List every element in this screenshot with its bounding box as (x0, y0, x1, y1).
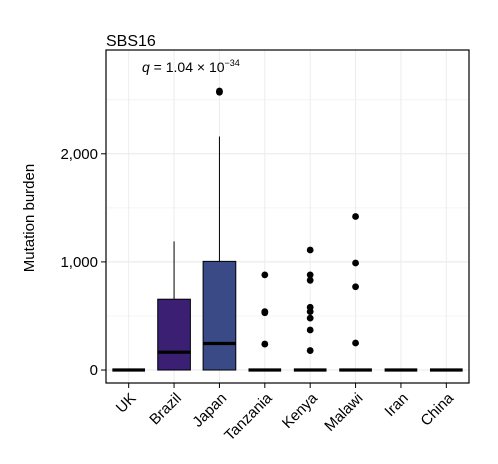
outlier-point (261, 340, 269, 348)
y-tick-label: 2,000 (60, 146, 98, 163)
outlier-point (352, 213, 359, 220)
box-kenya (293, 246, 327, 372)
chart-title: SBS16 (106, 33, 156, 50)
outlier-point (261, 271, 269, 279)
outlier-point (306, 347, 314, 354)
y-tick-label: 1,000 (60, 254, 98, 271)
q-value-annotation: q = 1.04 × 10−34 (142, 58, 240, 75)
q-value-text: = 1.04 × 10 (150, 59, 225, 75)
y-tick-label: 0 (90, 362, 98, 379)
outlier-point (306, 246, 314, 254)
box-malawi (339, 213, 372, 372)
outlier-point (306, 326, 314, 334)
x-tick-label-china: China (417, 389, 457, 429)
box-tanzania (248, 271, 282, 372)
grid-lines (106, 50, 469, 383)
outlier-point (352, 259, 359, 267)
outlier-point (261, 309, 269, 317)
box-iqr (157, 298, 191, 371)
x-tick-label-malawi: Malawi (321, 390, 366, 435)
box-japan (202, 87, 237, 371)
outlier-point (216, 87, 223, 95)
box-iqr (202, 260, 237, 371)
q-value-symbol: q (142, 59, 150, 75)
x-tick-label-brazil: Brazil (146, 390, 185, 429)
plot-panel (105, 49, 470, 384)
box-brazil (157, 241, 191, 371)
q-value-exponent: −34 (225, 58, 240, 68)
outlier-point (306, 314, 314, 322)
y-axis-title: Mutation burden (21, 164, 38, 272)
outlier-point (306, 271, 314, 279)
outlier-point (306, 276, 314, 284)
x-tick-label-iran: Iran (381, 390, 411, 420)
x-tick-label-kenya: Kenya (279, 389, 322, 432)
x-tick-label-tanzania: Tanzania (221, 389, 276, 444)
outlier-point (352, 283, 359, 291)
y-axis: 0 1,000 2,000 (60, 146, 106, 379)
outlier-point (352, 339, 359, 347)
boxes (112, 87, 463, 372)
outlier-point (306, 308, 314, 316)
x-tick-label-japan: Japan (189, 390, 230, 431)
x-tick-label-uk: UK (113, 390, 140, 417)
